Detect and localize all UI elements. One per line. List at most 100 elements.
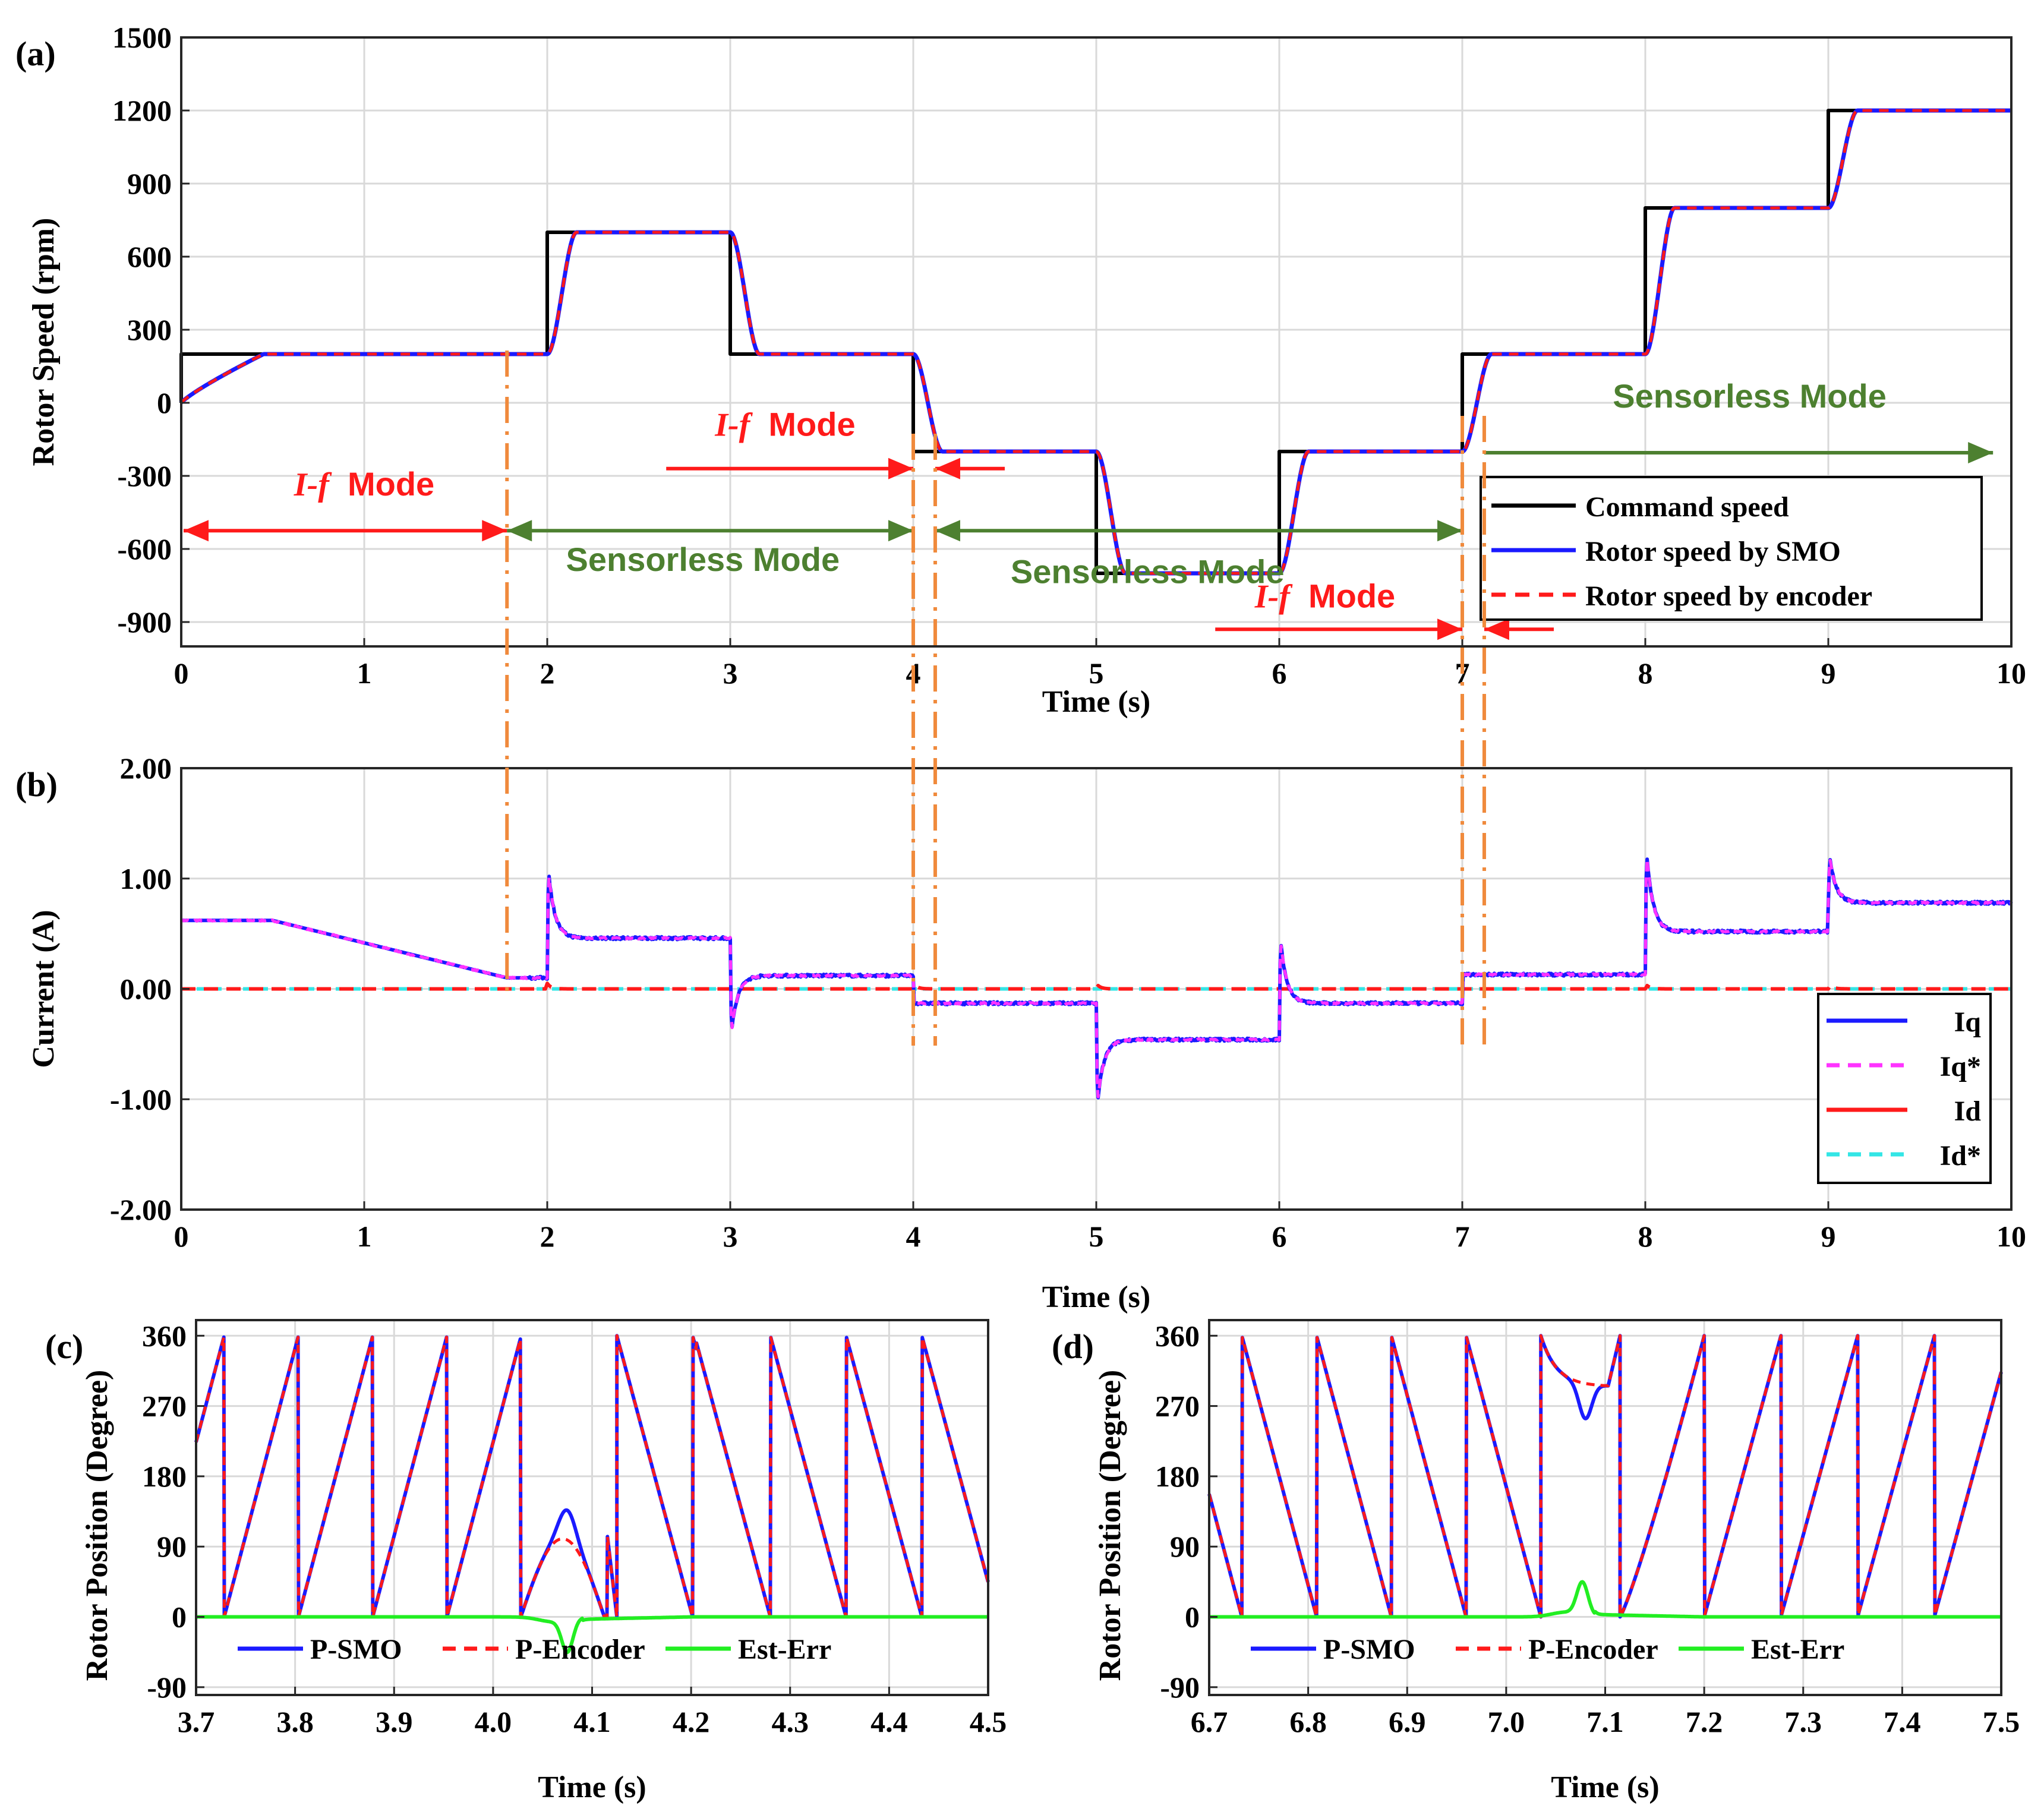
panel-d-x-tick-label: 7.5 (1983, 1705, 2020, 1738)
panel-d-y-tick-label: 90 (1170, 1530, 1200, 1563)
panel-c-x-tick-label: 3.8 (276, 1705, 314, 1738)
panel-d-x-tick-label: 6.7 (1191, 1705, 1228, 1738)
panel-a-y-tick-label: -900 (117, 605, 172, 639)
panel-b-x-tick-label: 1 (357, 1220, 372, 1253)
panel-b-x-tick-label: 8 (1638, 1220, 1653, 1253)
panel-d-y-tick-label: 0 (1185, 1601, 1200, 1634)
panel-b: 0 1 2 3 4 5 6 7 8 9 10 -2.00 -1.00 0.00 1.00 2.00 (b) Cur… (15, 752, 2026, 1314)
panel-c-x-tick-label: 4.5 (970, 1705, 1007, 1738)
panel-b-x-tick-label: 4 (906, 1220, 921, 1253)
panel-a-y-tick-label: 600 (127, 240, 172, 273)
panel-b-x-tick-label: 5 (1089, 1220, 1104, 1253)
panel-c-x-tick-label: 3.9 (376, 1705, 413, 1738)
panel-d-legend-label-encoder: P-Encoder (1528, 1634, 1658, 1665)
panel-c-series-est-err (195, 1615, 988, 1655)
panel-c-x-tick-label: 4.0 (475, 1705, 512, 1738)
arrow-if-mode-3-in-head-right (1437, 618, 1462, 640)
panel-b-x-axis-label: Time (s) (1042, 1280, 1150, 1314)
arrow-if-mode-1-head-left (184, 520, 209, 542)
legend-label-iq: Iq (1954, 1006, 1982, 1038)
arrow-sensorless-1-head-right (888, 520, 913, 542)
panel-d-y-tick-label: 180 (1155, 1460, 1200, 1493)
panel-d: 6.7 6.8 6.9 7.0 7.1 7.2 7.3 7.4 7.5 -90 0 90 180 270 3… (1052, 1319, 2020, 1804)
panel-d-legend-label-smo: P-SMO (1323, 1634, 1415, 1665)
panel-c-x-tick-label: 3.7 (178, 1705, 215, 1738)
panel-a-x-tick-label: 1 (357, 656, 372, 690)
panel-a-y-tick-label: 300 (127, 313, 172, 346)
panel-c-x-tick-label: 4.2 (673, 1705, 710, 1738)
label-sensorless-1: Sensorless Mode (566, 541, 840, 578)
panel-c-legend-label-encoder: P-Encoder (515, 1634, 645, 1665)
panel-c: 3.7 3.8 3.9 4.0 4.1 4.2 4.3 4.4 4.5 -90 0 90 180 270 3… (45, 1319, 1007, 1804)
panel-a-x-tick-label: 3 (723, 656, 738, 690)
panel-a-y-tick-label: 900 (127, 167, 172, 200)
legend-label-id_ref: Id* (1940, 1140, 1981, 1172)
panel-b-x-tick-label: 7 (1455, 1220, 1470, 1253)
panel-d-x-tick-label: 6.8 (1289, 1705, 1327, 1738)
panel-b-x-tick-label: 9 (1821, 1220, 1836, 1253)
panel-d-y-axis-label: Rotor Position (Degree) (1093, 1370, 1127, 1681)
panel-c-y-tick-label: 90 (157, 1530, 187, 1563)
panel-c-y-tick-label: -90 (147, 1671, 187, 1704)
legend-label-encoder: Rotor speed by encoder (1585, 580, 1872, 612)
panel-b-legend (1817, 993, 1992, 1184)
panel-d-series-p-encoder (1207, 1334, 2003, 1618)
panel-b-label: (b) (15, 765, 58, 804)
panel-c-y-tick-label: 0 (172, 1601, 187, 1634)
arrow-if-mode-2-out-head-left (935, 457, 960, 479)
panel-c-x-tick-label: 4.1 (573, 1705, 611, 1738)
series-command-speed (179, 109, 2011, 575)
label-sensorless-2: Sensorless Mode (1011, 553, 1285, 590)
arrow-if-mode-1-head-right (482, 520, 507, 542)
panel-d-series-est-err (1208, 1580, 2001, 1619)
arrow-sensorless-2-head-right (1437, 520, 1462, 542)
panel-c-x-tick-label: 4.3 (772, 1705, 809, 1738)
label-if-mode-2: I-f Mode (714, 405, 855, 443)
panel-a-x-axis-label: Time (s) (1042, 685, 1150, 719)
panel-c-y-tick-label: 180 (142, 1460, 187, 1493)
panel-b-x-tick-label: 2 (540, 1220, 555, 1253)
label-if-mode-1: I-f Mode (294, 465, 434, 503)
arrow-if-mode-3-out-head-left (1484, 618, 1509, 640)
arrow-if-mode-2-in-head-right (888, 457, 913, 479)
panel-a-x-tick-label: 9 (1821, 656, 1836, 690)
panel-b-y-tick-label: -2.00 (110, 1193, 172, 1226)
panel-c-legend-label-est_err: Est-Err (738, 1634, 831, 1665)
panel-a-x-tick-label: 6 (1272, 656, 1287, 690)
panel-d-y-tick-label: -90 (1160, 1671, 1200, 1704)
arrow-sensorless-2-head-left (935, 520, 960, 542)
legend-label-iq_ref: Iq* (1940, 1051, 1981, 1082)
legend-label-id: Id (1954, 1096, 1982, 1127)
panel-c-x-axis-label: Time (s) (538, 1770, 646, 1804)
panel-a-y-tick-label: 0 (157, 386, 172, 419)
arrow-sensorless-1-head-left (507, 520, 532, 542)
panel-c-x-tick-label: 4.4 (870, 1705, 908, 1738)
panel-a-x-tick-label: 8 (1638, 656, 1653, 690)
panel-d-x-tick-label: 7.0 (1488, 1705, 1525, 1738)
panel-a-y-tick-label: -300 (117, 459, 172, 493)
panel-c-y-tick-label: 270 (142, 1390, 187, 1423)
panel-d-label: (d) (1052, 1327, 1094, 1366)
panel-a-y-tick-label: 1200 (112, 94, 172, 127)
panel-d-x-axis-label: Time (s) (1551, 1770, 1659, 1804)
panel-a-x-tick-label: 5 (1089, 656, 1104, 690)
transition-markers (505, 351, 1486, 1046)
panel-a-y-tick-label: 1500 (112, 21, 172, 54)
panel-d-x-tick-label: 6.9 (1389, 1705, 1426, 1738)
panel-b-y-tick-label: -1.00 (110, 1082, 172, 1116)
panel-c-label: (c) (45, 1327, 83, 1366)
panel-b-x-tick-label: 6 (1272, 1220, 1287, 1253)
panel-a-label: (a) (15, 34, 56, 73)
panel-a-x-tick-label: 0 (174, 656, 189, 690)
arrow-sensorless-3-head-right (1968, 442, 1993, 464)
panel-d-legend-label-est_err: Est-Err (1751, 1634, 1844, 1665)
panel-d-x-tick-label: 7.1 (1586, 1705, 1624, 1738)
panel-c-legend-label-smo: P-SMO (310, 1634, 402, 1665)
panel-c-series-p-encoder (194, 1334, 990, 1618)
label-sensorless-3: Sensorless Mode (1613, 377, 1887, 415)
panel-d-x-tick-label: 7.4 (1884, 1705, 1921, 1738)
panel-d-x-tick-label: 7.2 (1686, 1705, 1723, 1738)
panel-b-y-tick-label: 0.00 (120, 973, 172, 1006)
panel-b-x-tick-label: 0 (174, 1220, 189, 1253)
